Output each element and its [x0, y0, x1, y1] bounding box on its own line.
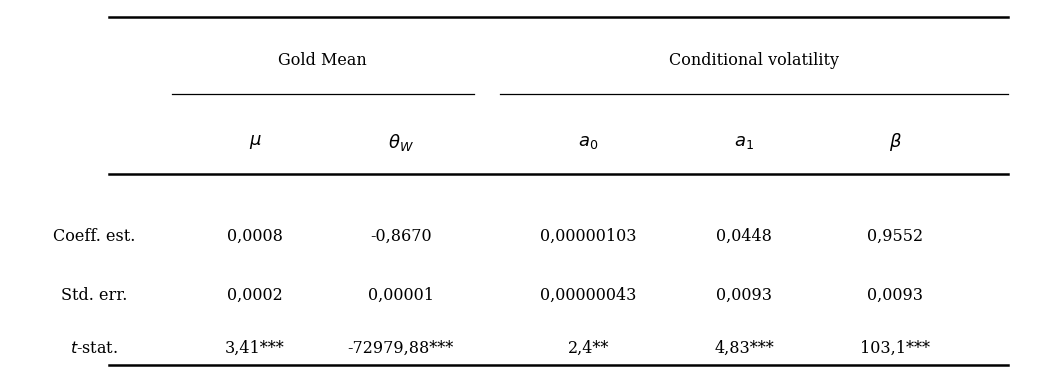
Text: 0,0008: 0,0008 [227, 228, 283, 245]
Text: 0,00000103: 0,00000103 [540, 228, 636, 245]
Text: -0,8670: -0,8670 [370, 228, 432, 245]
Text: 0,0093: 0,0093 [716, 287, 772, 304]
Text: $\theta_W$: $\theta_W$ [388, 132, 413, 152]
Text: 0,0093: 0,0093 [867, 287, 923, 304]
Text: 0,0002: 0,0002 [227, 287, 283, 304]
Text: 2,4**: 2,4** [567, 340, 609, 357]
Text: -72979,88***: -72979,88*** [348, 340, 454, 357]
Text: 103,1***: 103,1*** [860, 340, 931, 357]
Text: Gold Mean: Gold Mean [278, 52, 367, 69]
Text: $a_1$: $a_1$ [734, 133, 755, 151]
Text: $a_0$: $a_0$ [578, 133, 599, 151]
Text: 4,83***: 4,83*** [714, 340, 775, 357]
Text: Std. err.: Std. err. [60, 287, 127, 304]
Text: 0,00001: 0,00001 [367, 287, 434, 304]
Text: 3,41***: 3,41*** [225, 340, 285, 357]
Text: Coeff. est.: Coeff. est. [52, 228, 135, 245]
Text: $t$‑stat.: $t$‑stat. [70, 340, 118, 357]
Text: 0,9552: 0,9552 [867, 228, 923, 245]
Text: 0,0448: 0,0448 [716, 228, 772, 245]
Text: Conditional volatility: Conditional volatility [668, 52, 839, 69]
Text: $\beta$: $\beta$ [889, 131, 902, 153]
Text: 0,00000043: 0,00000043 [540, 287, 636, 304]
Text: $\mu$: $\mu$ [249, 133, 261, 151]
